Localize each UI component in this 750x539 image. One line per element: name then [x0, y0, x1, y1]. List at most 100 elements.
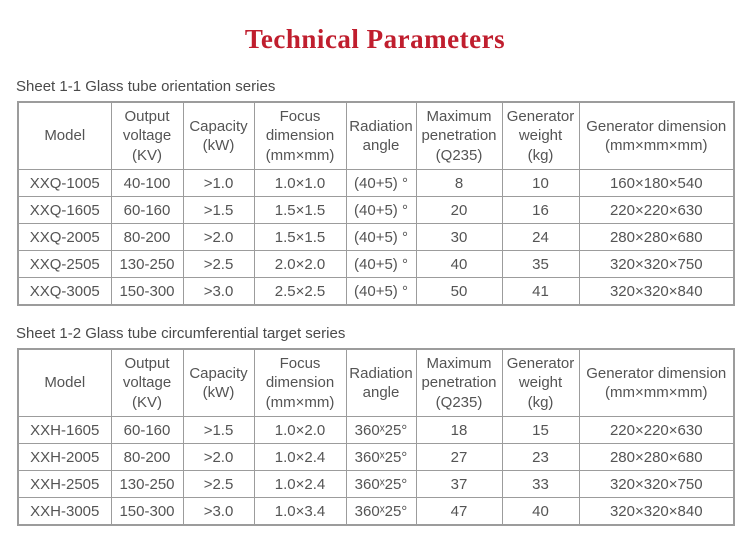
table-cell: 220×220×630 — [578, 416, 735, 444]
table-cell: 50 — [415, 277, 503, 306]
table-cell: 37 — [415, 470, 503, 498]
header-cell-output-voltage: Output voltage (KV) — [110, 348, 184, 417]
table-cell: 80-200 — [110, 223, 184, 251]
table-cell: XXQ-3005 — [17, 277, 112, 306]
table-cell: >1.5 — [182, 416, 255, 444]
table-row: XXH-2005 80-200 >2.0 1.0×2.4 360ˣ25° 27 23 280×… — [17, 443, 735, 471]
header-cell-maximum-penetration: Maximum penetration (Q235) — [415, 101, 503, 170]
table-cell: XXQ-1605 — [17, 196, 112, 224]
table-cell: >2.5 — [182, 470, 255, 498]
table-cell: 35 — [501, 250, 580, 278]
table-cell: 60-160 — [110, 196, 184, 224]
table-cell: >1.5 — [182, 196, 255, 224]
header-cell-radiation-angle: Radiation angle — [345, 348, 417, 417]
table-cell: (40+5) ° — [345, 169, 417, 197]
table-cell: 360ˣ25° — [345, 416, 417, 444]
table-row: XXQ-2505 130-250 >2.5 2.0×2.0 (40+5) ° 40 35 32… — [17, 250, 735, 278]
table-cell: 320×320×750 — [578, 470, 735, 498]
table-row: XXQ-1005 40-100 >1.0 1.0×1.0 (40+5) ° 8 10 160×… — [17, 169, 735, 197]
table-cell: 30 — [415, 223, 503, 251]
table-cell: XXH-3005 — [17, 497, 112, 526]
table-cell: 1.0×2.4 — [253, 443, 347, 471]
header-cell-model: Model — [17, 348, 112, 417]
table-cell: 2.5×2.5 — [253, 277, 347, 306]
table-glass-tube-circumferential: Model Output voltage (KV) Capacity (kW) … — [17, 348, 735, 526]
table-cell: XXQ-2005 — [17, 223, 112, 251]
table-cell: 40-100 — [110, 169, 184, 197]
header-cell-capacity: Capacity (kW) — [182, 101, 255, 170]
table-cell: (40+5) ° — [345, 196, 417, 224]
table-cell: XXH-2505 — [17, 470, 112, 498]
table-cell: 150-300 — [110, 277, 184, 306]
table-cell: (40+5) ° — [345, 277, 417, 306]
table-row: XXH-1605 60-160 >1.5 1.0×2.0 360ˣ25° 18 15 220×… — [17, 416, 735, 444]
table-cell: 2.0×2.0 — [253, 250, 347, 278]
table-cell: 280×280×680 — [578, 443, 735, 471]
table-cell: 1.0×1.0 — [253, 169, 347, 197]
table-cell: >2.0 — [182, 443, 255, 471]
table-cell: 360ˣ25° — [345, 443, 417, 471]
table-caption-sheet-1-2: Sheet 1-2 Glass tube circumferential tar… — [16, 325, 346, 342]
header-cell-generator-dimension: Generator dimension (mm×mm×mm) — [578, 101, 735, 170]
table-cell: 320×320×840 — [578, 497, 735, 526]
table-cell: 15 — [501, 416, 580, 444]
header-cell-generator-weight: Generator weight (kg) — [501, 101, 580, 170]
table-header-row: Model Output voltage (KV) Capacity (kW) … — [17, 101, 735, 170]
table-cell: 16 — [501, 196, 580, 224]
table-glass-tube-orientation: Model Output voltage (KV) Capacity (kW) … — [17, 101, 735, 306]
table-cell: 40 — [501, 497, 580, 526]
table-cell: 360ˣ25° — [345, 497, 417, 526]
table-cell: XXH-1605 — [17, 416, 112, 444]
header-cell-radiation-angle: Radiation angle — [345, 101, 417, 170]
table-cell: XXQ-2505 — [17, 250, 112, 278]
table-cell: 1.0×2.0 — [253, 416, 347, 444]
header-cell-focus-dimension: Focus dimension (mm×mm) — [253, 348, 347, 417]
table-row: XXH-2505 130-250 >2.5 1.0×2.4 360ˣ25° 37 33 320… — [17, 470, 735, 498]
table-row: XXQ-1605 60-160 >1.5 1.5×1.5 (40+5) ° 20 16 220… — [17, 196, 735, 224]
table-row: XXH-3005 150-300 >3.0 1.0×3.4 360ˣ25° 47 40 320… — [17, 497, 735, 526]
table-cell: 27 — [415, 443, 503, 471]
table-cell: >1.0 — [182, 169, 255, 197]
table-cell: 40 — [415, 250, 503, 278]
table-cell: 1.0×3.4 — [253, 497, 347, 526]
table-cell: 60-160 — [110, 416, 184, 444]
table-cell: 24 — [501, 223, 580, 251]
table-cell: >2.0 — [182, 223, 255, 251]
header-cell-model: Model — [17, 101, 112, 170]
table-cell: >3.0 — [182, 497, 255, 526]
table-cell: 80-200 — [110, 443, 184, 471]
table-cell: 10 — [501, 169, 580, 197]
table-cell: >2.5 — [182, 250, 255, 278]
header-cell-generator-weight: Generator weight (kg) — [501, 348, 580, 417]
header-cell-maximum-penetration: Maximum penetration (Q235) — [415, 348, 503, 417]
table-cell: 47 — [415, 497, 503, 526]
table-cell: 130-250 — [110, 470, 184, 498]
table-cell: 320×320×840 — [578, 277, 735, 306]
table-cell: 18 — [415, 416, 503, 444]
table-header-row: Model Output voltage (KV) Capacity (kW) … — [17, 348, 735, 417]
page-title: Technical Parameters — [244, 24, 506, 54]
table-cell: 1.5×1.5 — [253, 223, 347, 251]
table-cell: 1.5×1.5 — [253, 196, 347, 224]
table-cell: 160×180×540 — [578, 169, 735, 197]
table-cell: 280×280×680 — [578, 223, 735, 251]
table-cell: (40+5) ° — [345, 223, 417, 251]
table-cell: 150-300 — [110, 497, 184, 526]
table-cell: 320×320×750 — [578, 250, 735, 278]
table-cell: 220×220×630 — [578, 196, 735, 224]
table-cell: 360ˣ25° — [345, 470, 417, 498]
table-row: XXQ-2005 80-200 >2.0 1.5×1.5 (40+5) ° 30 24 280… — [17, 223, 735, 251]
table-cell: 130-250 — [110, 250, 184, 278]
table-cell: >3.0 — [182, 277, 255, 306]
table-row: XXQ-3005 150-300 >3.0 2.5×2.5 (40+5) ° 50 41 32… — [17, 277, 735, 306]
table-cell: XXH-2005 — [17, 443, 112, 471]
header-cell-capacity: Capacity (kW) — [182, 348, 255, 417]
table-cell: 41 — [501, 277, 580, 306]
table-cell: 8 — [415, 169, 503, 197]
table-caption-sheet-1-1: Sheet 1-1 Glass tube orientation series — [16, 78, 276, 95]
table-cell: 1.0×2.4 — [253, 470, 347, 498]
table-cell: (40+5) ° — [345, 250, 417, 278]
header-cell-generator-dimension: Generator dimension (mm×mm×mm) — [578, 348, 735, 417]
table-cell: 33 — [501, 470, 580, 498]
